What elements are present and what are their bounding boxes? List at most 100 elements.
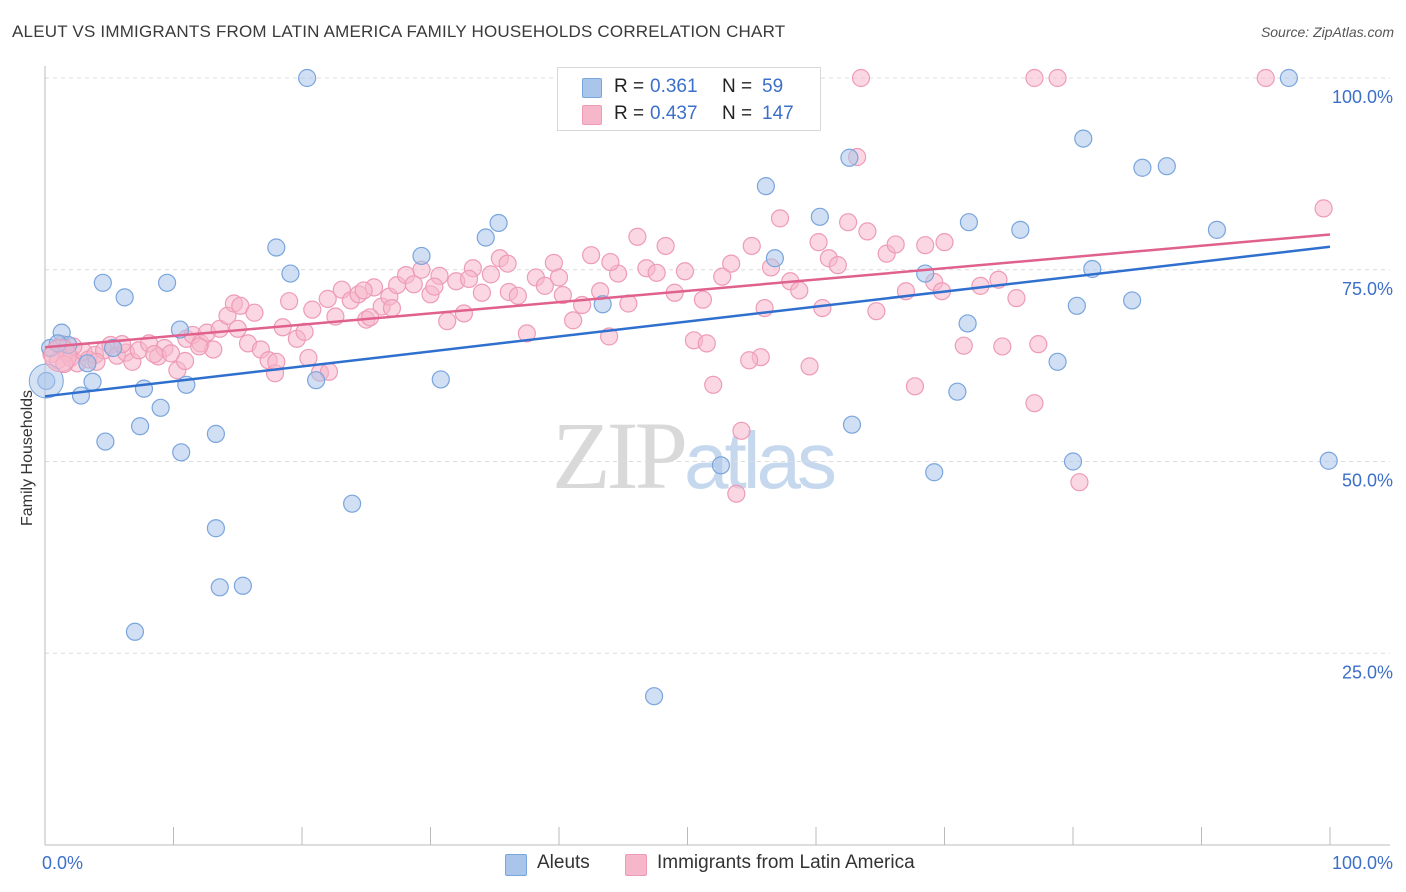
latin-point [438, 312, 457, 331]
n-value: 147 [762, 103, 794, 124]
latin-point [354, 281, 373, 300]
aleut-point [78, 354, 97, 373]
legend-label: Immigrants from Latin America [657, 852, 915, 873]
y-tick-label: 25.0% [1342, 662, 1393, 682]
latin-point [935, 233, 954, 252]
latin-point [582, 246, 601, 265]
aleut-point [842, 415, 862, 434]
latin-point [732, 421, 751, 440]
aleut-point [644, 687, 664, 706]
aleut-trend-line [44, 245, 1331, 398]
aleut-point [1157, 157, 1176, 176]
latin-point [245, 303, 264, 322]
aleut-point [83, 372, 102, 391]
x-tick-label: 0.0% [42, 853, 83, 873]
aleut-point [1067, 296, 1086, 315]
aleut-point [130, 417, 150, 436]
latin-point [770, 209, 790, 228]
aleut-point [810, 207, 829, 226]
latin-point [459, 269, 479, 289]
aleut-point [267, 238, 286, 257]
aleut-point [210, 578, 229, 597]
latin-point [713, 267, 732, 286]
latin-point [704, 375, 723, 394]
aleut-point [476, 228, 495, 247]
r-label: R = [614, 76, 645, 97]
aleut-point [104, 338, 123, 358]
aleut-point [1123, 291, 1142, 310]
latin-point [175, 351, 195, 371]
aleut-point [157, 273, 177, 292]
latin-legend-swatch [625, 854, 647, 876]
x-tick-label: 100.0% [1332, 853, 1393, 873]
latin-point [454, 304, 474, 323]
aleut-point [756, 177, 775, 196]
aleut-point [71, 386, 91, 405]
aleut-point [1011, 220, 1030, 239]
latin-point [742, 236, 761, 256]
latin-point [693, 290, 713, 309]
latin-point [1025, 68, 1044, 88]
aleut-point [412, 246, 431, 266]
aleut-point [765, 249, 784, 268]
latin-point [1256, 68, 1275, 88]
aleut-point [93, 273, 112, 292]
latin-point [145, 345, 164, 364]
r-value: 0.361 [650, 76, 698, 97]
aleuts-swatch [582, 78, 602, 98]
chart-title: ALEUT VS IMMIGRANTS FROM LATIN AMERICA F… [12, 22, 786, 41]
aleut-point [958, 314, 977, 333]
legend-label: Aleuts [537, 852, 590, 873]
latin-point [867, 302, 886, 321]
latin-point [1007, 289, 1026, 308]
latin-point [601, 252, 620, 272]
y-tick-label: 50.0% [1342, 471, 1393, 491]
latin-point [498, 254, 517, 273]
latin-point [790, 281, 809, 300]
latin-point [851, 68, 871, 88]
latin-point [675, 262, 695, 281]
aleut-point [233, 576, 252, 595]
aleut-point [115, 288, 134, 307]
aleut-point [916, 264, 935, 283]
latin-point [553, 285, 572, 305]
aleut-point [172, 443, 191, 462]
aleut-point [925, 463, 944, 482]
aleut-point [343, 494, 362, 513]
latin-point [1048, 68, 1067, 88]
latin-point [740, 351, 759, 370]
aleut-point [1207, 220, 1227, 239]
aleut-point [298, 68, 317, 88]
latin-point [722, 254, 741, 273]
aleut-point [959, 213, 979, 232]
latin-point [656, 236, 675, 256]
aleuts-legend-swatch [505, 854, 527, 876]
latin-point [727, 484, 746, 503]
series-legend: Aleuts Immigrants from Latin America [0, 852, 1406, 876]
watermark: ZIPatlas [552, 400, 837, 511]
latin-point [318, 289, 337, 308]
latin-point [382, 299, 402, 318]
latin-trend-line [44, 233, 1331, 349]
latin-point [549, 268, 569, 287]
latin-point [828, 256, 847, 275]
latin-point [697, 334, 716, 353]
aleut-point [96, 432, 115, 451]
aleut-point [1063, 452, 1083, 471]
y-axis-label: Family Households [19, 389, 36, 527]
latin-point [809, 233, 828, 252]
latin-swatch [582, 105, 602, 125]
r-value: 0.437 [650, 103, 698, 124]
aleut-point [840, 148, 859, 167]
aleut-point [281, 264, 300, 283]
latin-point [564, 311, 583, 330]
aleut-point [307, 371, 326, 390]
latin-point [535, 276, 554, 295]
y-tick-label: 100.0% [1332, 87, 1393, 107]
latin-point [1314, 199, 1333, 218]
latin-point [517, 324, 536, 343]
latin-point [190, 337, 209, 356]
aleut-point [206, 424, 226, 443]
latin-point [839, 213, 858, 232]
